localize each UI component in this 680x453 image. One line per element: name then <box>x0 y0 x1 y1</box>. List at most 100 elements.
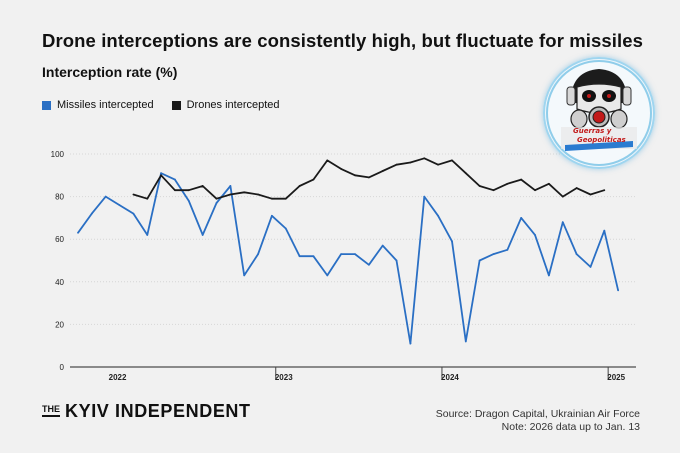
data-point-missiles-26 <box>437 214 439 217</box>
data-point-missiles-17 <box>312 255 315 258</box>
data-point-drones-1 <box>146 197 149 200</box>
logo-text-line2: Geopoliticas <box>577 136 626 144</box>
data-point-drones-15 <box>340 168 343 170</box>
data-point-missiles-34 <box>548 274 550 277</box>
legend-item-drones: Drones intercepted <box>171 99 280 111</box>
chart-title: Drone interceptions are consistently hig… <box>42 30 644 51</box>
legend-item-missiles: Missiles intercepted <box>42 99 154 111</box>
data-point-missiles-22 <box>381 244 384 247</box>
y-tick-label-0: 0 <box>60 363 65 372</box>
data-point-missiles-35 <box>561 221 564 224</box>
data-point-drones-8 <box>243 191 246 194</box>
x-tick-label-2024: 2024 <box>441 373 459 382</box>
chart-subtitle: Interception rate (%) <box>42 64 178 80</box>
data-point-drones-33 <box>589 193 592 196</box>
logo-text-line1: Guerras y <box>573 127 612 135</box>
data-point-drones-10 <box>271 197 273 200</box>
chart-legend: Missiles intercepted Drones intercepted <box>42 99 298 111</box>
data-point-missiles-5 <box>146 234 149 236</box>
data-point-drones-32 <box>575 187 578 189</box>
data-point-drones-22 <box>437 163 439 166</box>
x-tick-label-2025: 2025 <box>607 373 625 382</box>
y-tick-label-80: 80 <box>55 193 64 202</box>
data-point-missiles-25 <box>423 195 426 198</box>
data-point-missiles-6 <box>160 172 163 175</box>
data-point-drones-20 <box>409 161 412 164</box>
data-point-drones-25 <box>478 185 481 187</box>
data-point-drones-7 <box>229 193 232 196</box>
data-point-drones-5 <box>201 185 204 187</box>
data-point-missiles-9 <box>201 234 204 236</box>
x-tick-label-2022: 2022 <box>109 373 127 382</box>
data-point-missiles-27 <box>451 240 453 243</box>
source-note: Source: Dragon Capital, Ukrainian Air Fo… <box>436 408 640 434</box>
data-point-missiles-11 <box>229 185 232 187</box>
data-point-drones-4 <box>187 189 190 192</box>
data-point-drones-16 <box>354 174 356 177</box>
data-point-missiles-7 <box>174 178 176 181</box>
data-point-missiles-4 <box>132 212 135 215</box>
data-point-missiles-13 <box>257 253 259 256</box>
data-point-drones-28 <box>520 178 523 181</box>
data-point-drones-9 <box>257 193 259 196</box>
data-point-missiles-18 <box>326 274 329 277</box>
data-point-drones-14 <box>326 159 329 162</box>
source-line: Source: Dragon Capital, Ukrainian Air Fo… <box>435 408 640 420</box>
series-line-missiles <box>77 172 619 345</box>
data-point-missiles-32 <box>520 217 523 219</box>
data-point-missiles-23 <box>395 259 398 262</box>
data-point-missiles-14 <box>271 214 273 217</box>
data-point-missiles-12 <box>243 274 246 277</box>
data-point-drones-31 <box>561 195 564 198</box>
data-point-missiles-39 <box>617 289 620 292</box>
note-line: Note: 2026 data up to Jan. 13 <box>501 421 640 433</box>
data-point-drones-18 <box>381 170 384 172</box>
y-tick-label-40: 40 <box>55 278 64 287</box>
data-point-missiles-38 <box>603 229 606 232</box>
data-point-missiles-10 <box>215 202 218 204</box>
series-line-drones <box>133 157 605 200</box>
legend-label-missiles: Missiles intercepted <box>57 99 154 111</box>
data-point-missiles-20 <box>354 253 356 256</box>
data-point-missiles-37 <box>589 265 592 268</box>
data-point-drones-2 <box>160 174 163 177</box>
data-point-missiles-33 <box>534 234 536 236</box>
legend-label-drones: Drones intercepted <box>186 99 280 111</box>
data-point-drones-34 <box>603 189 606 192</box>
data-point-missiles-0 <box>77 231 79 234</box>
gas-mask-skull-logo-icon <box>546 60 652 166</box>
data-point-missiles-1 <box>90 212 93 215</box>
data-point-drones-29 <box>534 189 536 192</box>
data-point-missiles-24 <box>409 342 412 345</box>
data-point-missiles-21 <box>367 263 370 266</box>
publisher-logo: THE KYIV INDEPENDENT <box>42 402 251 420</box>
logo-badge: Guerras y Geopoliticas <box>543 57 655 169</box>
y-tick-label-60: 60 <box>55 235 64 244</box>
data-point-drones-23 <box>451 159 453 162</box>
data-point-drones-12 <box>298 185 301 187</box>
data-point-missiles-2 <box>104 195 107 198</box>
data-point-drones-27 <box>506 182 509 185</box>
data-point-drones-11 <box>284 197 287 200</box>
data-point-missiles-30 <box>492 253 495 256</box>
publisher-logo-name: KYIV INDEPENDENT <box>65 401 251 421</box>
x-tick-label-2023: 2023 <box>275 373 293 382</box>
data-point-drones-6 <box>215 197 218 200</box>
data-point-missiles-3 <box>118 204 121 207</box>
data-point-drones-0 <box>132 193 135 196</box>
data-point-drones-3 <box>174 189 176 192</box>
data-point-missiles-31 <box>506 248 509 251</box>
publisher-logo-the: THE <box>42 405 60 417</box>
data-point-drones-17 <box>367 176 370 179</box>
data-point-drones-19 <box>395 163 398 166</box>
data-point-missiles-19 <box>340 253 343 256</box>
legend-swatch-missiles <box>42 100 51 110</box>
data-point-missiles-16 <box>298 255 301 258</box>
data-point-drones-21 <box>423 157 426 160</box>
data-point-drones-30 <box>548 182 550 185</box>
data-point-missiles-28 <box>464 340 467 343</box>
y-tick-label-20: 20 <box>55 320 64 329</box>
data-point-drones-24 <box>464 172 467 175</box>
data-point-drones-26 <box>492 189 495 192</box>
